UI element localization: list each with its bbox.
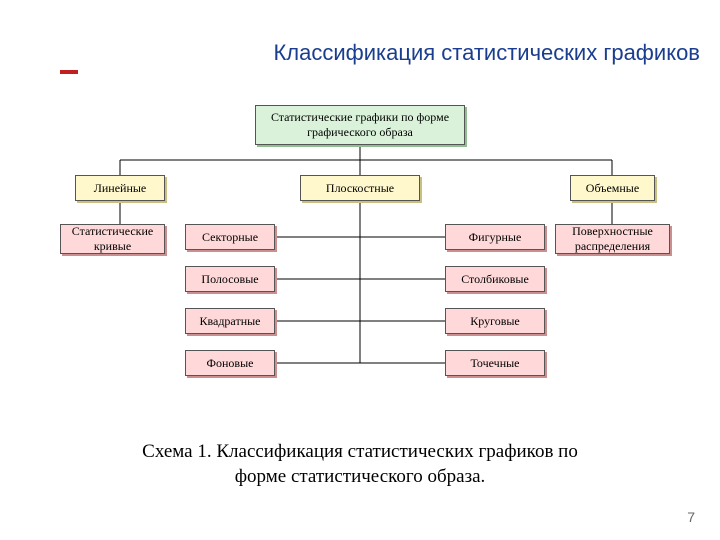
node-cat-planar: Плоскостные <box>300 175 420 201</box>
page-number: 7 <box>687 509 695 525</box>
node-planar-left-3: Фоновые <box>185 350 275 376</box>
node-root: Статистические графики по форме графичес… <box>255 105 465 145</box>
node-planar-left-1: Полосовые <box>185 266 275 292</box>
node-cat-linear: Линейные <box>75 175 165 201</box>
node-planar-left-2: Квадратные <box>185 308 275 334</box>
slide-title: Классификация статистических графиков <box>0 40 700 66</box>
node-planar-right-2: Круговые <box>445 308 545 334</box>
title-accent-bar <box>60 70 78 74</box>
figure-caption: Схема 1. Классификация статистических гр… <box>0 440 720 489</box>
node-planar-right-1: Столбиковые <box>445 266 545 292</box>
node-cat-volume: Объемные <box>570 175 655 201</box>
node-planar-left-0: Секторные <box>185 224 275 250</box>
caption-line-2: форме статистического образа. <box>235 466 486 487</box>
node-planar-right-0: Фигурные <box>445 224 545 250</box>
node-child-volume: Поверхностные распределения <box>555 224 670 254</box>
caption-line-1: Схема 1. Классификация статистических гр… <box>142 441 578 462</box>
node-child-linear: Статистические кривые <box>60 224 165 254</box>
node-planar-right-3: Точечные <box>445 350 545 376</box>
